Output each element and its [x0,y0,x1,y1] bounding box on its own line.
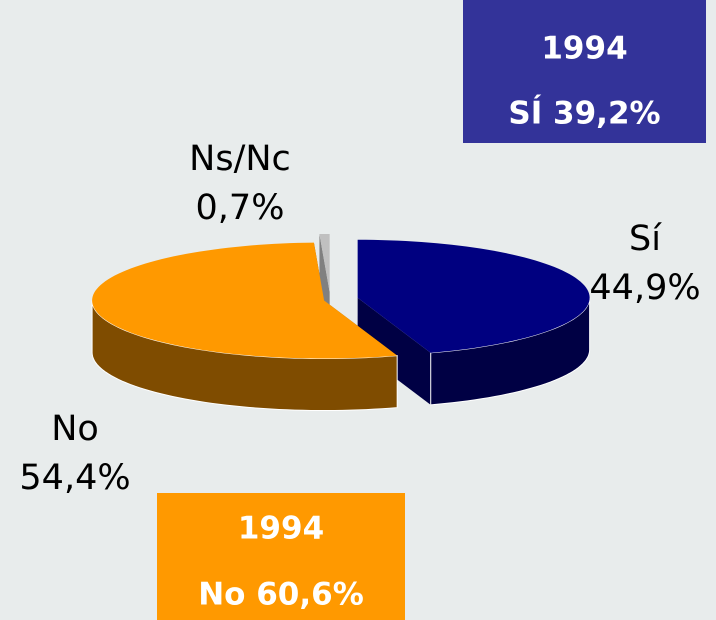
slice-value-label: 0,7% [196,188,285,228]
slice-label: Sí [629,219,662,259]
slice-value-label: 44,9% [589,268,700,308]
annotation-text: No 60,6% [198,577,364,613]
slice-side [430,297,591,406]
slice-side [91,300,398,412]
annotation-text: 1994 [238,511,324,547]
annotation-text: 1994 [541,31,627,67]
slice-face [357,297,431,405]
slice [319,234,330,293]
slice-value-label: 54,4% [19,458,130,498]
slice-label: Ns/Nc [189,139,291,179]
slice [92,242,398,359]
annotation-text: SÍ 39,2% [508,96,660,132]
slice-label: No [51,409,99,449]
annotation-box [463,0,706,143]
annotation-box [157,493,405,620]
slice [357,239,590,353]
